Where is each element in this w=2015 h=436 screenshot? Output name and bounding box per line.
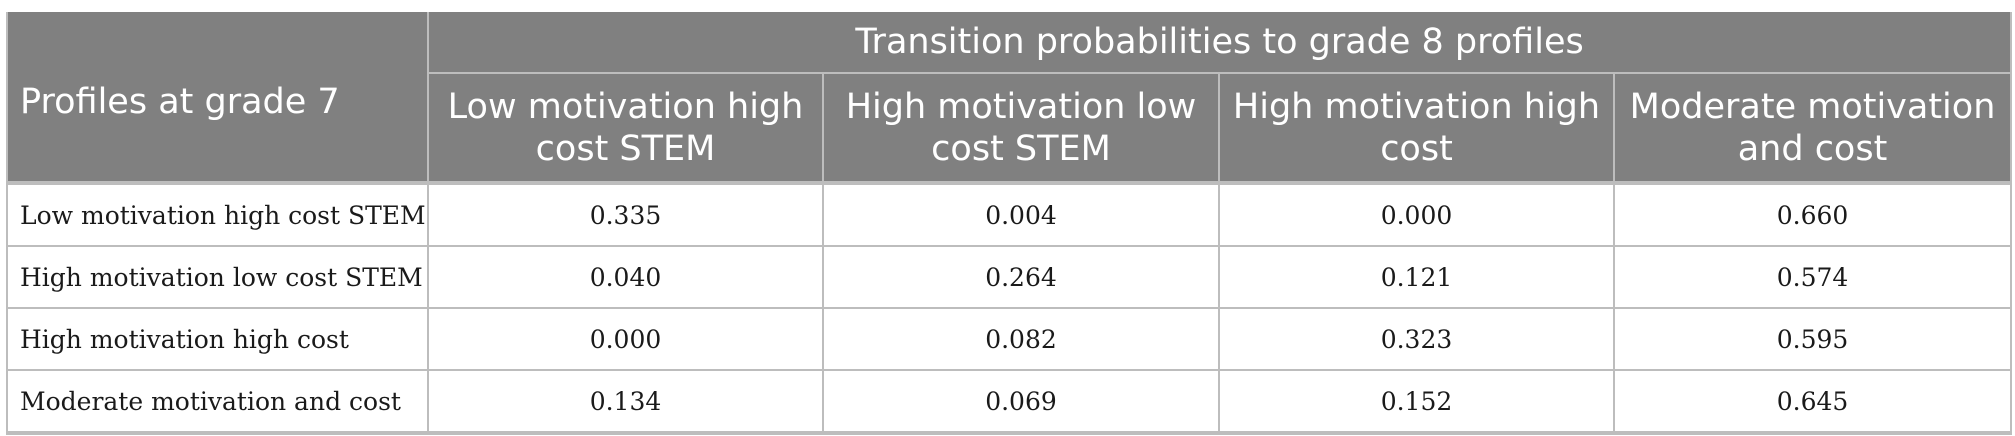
row-label: High motivation high cost xyxy=(6,307,429,370)
transition-probability-table: Transition probabilities to grade 8 prof… xyxy=(6,12,2013,435)
probability-cell: 0.660 xyxy=(1612,181,2013,246)
probability-cell: 0.082 xyxy=(822,307,1220,370)
column-header: Low motivation high cost STEM xyxy=(427,73,824,183)
probability-cell: 0.134 xyxy=(427,369,824,435)
probability-cell: 0.004 xyxy=(822,181,1220,246)
probability-cell: 0.645 xyxy=(1612,369,2013,435)
probability-cell: 0.323 xyxy=(1218,307,1615,370)
group-header-row: Transition probabilities to grade 8 prof… xyxy=(6,12,2013,74)
row-label: High motivation low cost STEM xyxy=(6,245,429,308)
probability-cell: 0.574 xyxy=(1612,245,2013,308)
column-header: High motivation high cost xyxy=(1218,73,1615,183)
column-header: High motivation low cost STEM xyxy=(822,73,1220,183)
probability-cell: 0.069 xyxy=(822,369,1220,435)
probability-cell: 0.264 xyxy=(822,245,1220,308)
row-label: Low motivation high cost STEM xyxy=(6,181,429,246)
probability-cell: 0.595 xyxy=(1612,307,2013,370)
row-label: Moderate motivation and cost xyxy=(6,369,429,435)
probability-cell: 0.121 xyxy=(1218,245,1615,308)
group-header: Transition probabilities to grade 8 prof… xyxy=(426,12,2013,74)
probability-cell: 0.000 xyxy=(1218,181,1615,246)
data-table: Transition probabilities to grade 8 prof… xyxy=(6,12,2013,435)
table-header: Transition probabilities to grade 8 prof… xyxy=(6,12,2013,183)
probability-cell: 0.000 xyxy=(427,307,824,370)
table-row: Low motivation high cost STEM 0.335 0.00… xyxy=(6,181,2013,246)
row-header: Profiles at grade 7 xyxy=(6,73,429,183)
column-header: Moderate motivation and cost xyxy=(1612,73,2013,183)
table-row: Moderate motivation and cost 0.134 0.069… xyxy=(6,369,2013,435)
header-corner-cell xyxy=(6,12,429,73)
probability-cell: 0.152 xyxy=(1218,369,1615,435)
table-body: Low motivation high cost STEM 0.335 0.00… xyxy=(6,181,2013,435)
probability-cell: 0.040 xyxy=(427,245,824,308)
column-header-row: Profiles at grade 7 Low motivation high … xyxy=(6,73,2013,183)
probability-cell: 0.335 xyxy=(427,181,824,246)
table-row: High motivation high cost 0.000 0.082 0.… xyxy=(6,307,2013,370)
table-row: High motivation low cost STEM 0.040 0.26… xyxy=(6,245,2013,308)
